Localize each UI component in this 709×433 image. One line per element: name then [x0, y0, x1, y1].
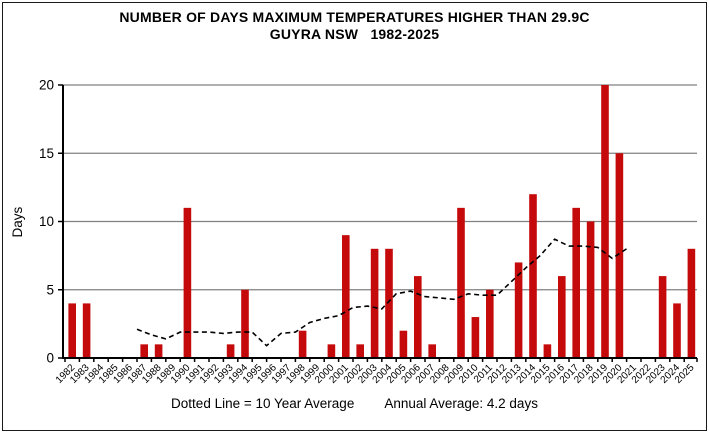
bar-1982	[68, 303, 76, 358]
bar-2024	[673, 303, 681, 358]
bar-1987	[140, 344, 148, 358]
bar-2014	[529, 194, 537, 358]
bar-2018	[586, 221, 595, 358]
bar-1994	[241, 289, 249, 358]
bar-2009	[457, 207, 465, 358]
bar-2015	[543, 344, 552, 358]
y-tick-label-0: 0	[46, 351, 54, 366]
bar-2025	[687, 248, 696, 358]
y-tick-label-20: 20	[39, 78, 54, 93]
chart-title: NUMBER OF DAYS MAXIMUM TEMPERATURES HIGH…	[0, 9, 709, 43]
bar-2019	[601, 85, 609, 358]
bar-1983	[82, 303, 91, 358]
bar-2002	[356, 344, 364, 358]
chart-title-line2: GUYRA NSW 1982-2025	[269, 26, 440, 42]
annual-average-note: Annual Average: 4.2 days	[384, 396, 538, 411]
chart-title-line1: NUMBER OF DAYS MAXIMUM TEMPERATURES HIGH…	[119, 9, 590, 25]
bar-2023	[658, 276, 667, 358]
bar-2010	[471, 317, 480, 358]
dotted-line-legend-note: Dotted Line = 10 Year Average	[171, 396, 355, 411]
bar-2016	[558, 276, 566, 358]
bar-2004	[385, 248, 393, 358]
y-tick-label-15: 15	[39, 146, 54, 161]
bar-2007	[428, 344, 436, 358]
bar-2011	[486, 289, 494, 358]
bar-2005	[399, 330, 408, 358]
chart-caption: Dotted Line = 10 Year Average Annual Ave…	[0, 396, 709, 411]
bar-1993	[226, 344, 235, 358]
ten-year-average-line	[136, 238, 628, 347]
y-tick-label-10: 10	[39, 214, 54, 229]
bar-2013	[514, 262, 523, 358]
bar-2001	[342, 235, 350, 358]
bar-2000	[327, 344, 336, 358]
bar-2003	[370, 248, 379, 358]
y-tick-label-5: 5	[46, 282, 54, 297]
bar-1988	[154, 344, 163, 358]
bar-2017	[572, 207, 580, 358]
bar-2006	[414, 276, 422, 358]
y-axis-title: Days	[10, 206, 25, 237]
bar-2020	[615, 153, 624, 358]
bar-1998	[298, 330, 307, 358]
bar-1990	[183, 207, 192, 358]
